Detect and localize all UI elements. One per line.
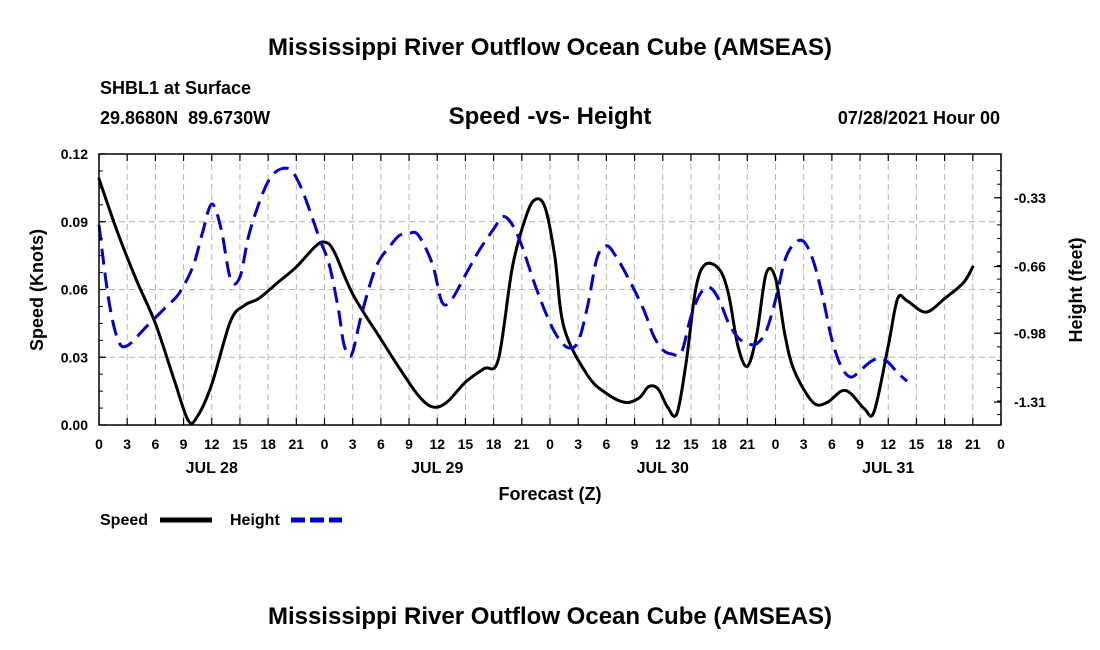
- x-tick-label: 6: [151, 436, 159, 452]
- x-tick-label: 21: [740, 436, 756, 452]
- x-tick-label: 3: [123, 436, 131, 452]
- x-tick-label: 12: [655, 436, 671, 452]
- y-right-tick-label: -0.98: [1014, 325, 1046, 341]
- x-day-label: JUL 29: [411, 460, 463, 477]
- datetime-label: 07/28/2021 Hour 00: [838, 108, 1000, 128]
- x-day-label: JUL 28: [186, 460, 238, 477]
- y-right-tick-label: -1.31: [1014, 394, 1046, 410]
- x-tick-label: 15: [232, 436, 248, 452]
- grid: [99, 154, 1001, 425]
- y-left-tick-label: 0.09: [61, 214, 88, 230]
- x-day-label: JUL 31: [862, 460, 914, 477]
- x-tick-label: 9: [180, 436, 188, 452]
- station-label: SHBL1 at Surface: [100, 78, 251, 98]
- x-tick-label: 21: [289, 436, 305, 452]
- x-tick-label: 21: [965, 436, 981, 452]
- x-tick-label: 12: [429, 436, 445, 452]
- x-tick-label: 3: [800, 436, 808, 452]
- x-tick-label: 3: [349, 436, 357, 452]
- x-tick-label: 12: [204, 436, 220, 452]
- x-tick-label: 6: [377, 436, 385, 452]
- legend-speed-label: Speed: [100, 512, 148, 529]
- y-left-tick-label: 0.06: [61, 282, 88, 298]
- x-tick-label: 6: [602, 436, 610, 452]
- y-axis-right-title: Height (feet): [1066, 238, 1086, 343]
- x-axis-title: Forecast (Z): [498, 484, 601, 504]
- x-day-label: JUL 30: [637, 460, 689, 477]
- x-tick-label: 0: [772, 436, 780, 452]
- x-tick-label: 21: [514, 436, 530, 452]
- x-tick-label: 0: [997, 436, 1005, 452]
- x-tick-label: 0: [95, 436, 103, 452]
- y-right-tick-label: -0.66: [1014, 259, 1046, 275]
- height-series-line: [97, 166, 909, 383]
- x-tick-label: 9: [856, 436, 864, 452]
- main-title: Mississippi River Outflow Ocean Cube (AM…: [268, 34, 832, 61]
- legend: Speed Height: [100, 512, 342, 529]
- x-tick-label: 0: [546, 436, 554, 452]
- coordinates-label: 29.8680N 89.6730W: [100, 108, 270, 128]
- y-left-tick-label: 0.03: [61, 349, 88, 365]
- x-tick-label: 18: [260, 436, 276, 452]
- x-tick-label: 18: [937, 436, 953, 452]
- x-tick-label: 15: [909, 436, 925, 452]
- footer-title: Mississippi River Outflow Ocean Cube (AM…: [268, 603, 832, 630]
- x-tick-label: 9: [631, 436, 639, 452]
- series-layer: [97, 166, 975, 425]
- x-tick-label: 18: [711, 436, 727, 452]
- x-tick-label: 9: [405, 436, 413, 452]
- y-right-tick-label: -0.33: [1014, 190, 1046, 206]
- axes: 0 3 6 9 12 15 18 21 0 3 6 9 12 15 18 21 0 3 6 9 12 15 18 21 0 3 6 9…: [61, 146, 1046, 477]
- y-left-tick-label: 0.12: [61, 146, 88, 162]
- chart-subtitle: Speed -vs- Height: [449, 103, 652, 130]
- x-tick-label: 6: [828, 436, 836, 452]
- y-left-tick-label: 0.00: [61, 417, 88, 433]
- x-tick-label: 15: [458, 436, 474, 452]
- x-tick-label: 15: [683, 436, 699, 452]
- speed-series-line: [97, 177, 975, 425]
- x-tick-label: 3: [574, 436, 582, 452]
- y-axis-left-title: Speed (Knots): [27, 229, 47, 351]
- x-tick-label: 0: [321, 436, 329, 452]
- legend-height-label: Height: [230, 512, 280, 529]
- x-tick-label: 18: [486, 436, 502, 452]
- x-tick-label: 12: [880, 436, 896, 452]
